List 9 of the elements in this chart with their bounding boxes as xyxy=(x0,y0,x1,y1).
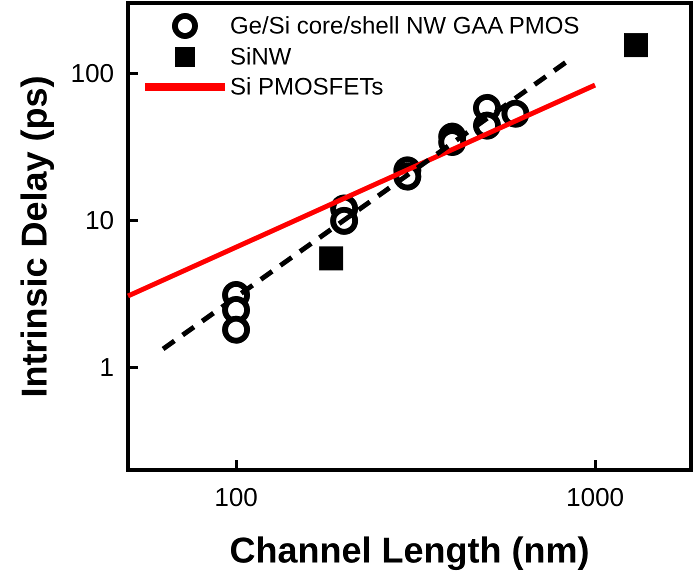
x-tick-label: 1000 xyxy=(566,482,624,512)
y-tick-label: 10 xyxy=(85,205,114,236)
legend-label: Si PMOSFETs xyxy=(230,74,384,100)
legend-label: SiNW xyxy=(230,44,292,70)
y-tick-label: 100 xyxy=(70,58,114,88)
y-tick-label: 1 xyxy=(100,352,114,382)
y-axis-title: Intrinsic Delay (ps) xyxy=(14,75,54,398)
legend-label: Ge/Si core/shell NW GAA PMOS xyxy=(230,12,580,40)
x-axis-title: Channel Length (nm) xyxy=(230,530,590,570)
